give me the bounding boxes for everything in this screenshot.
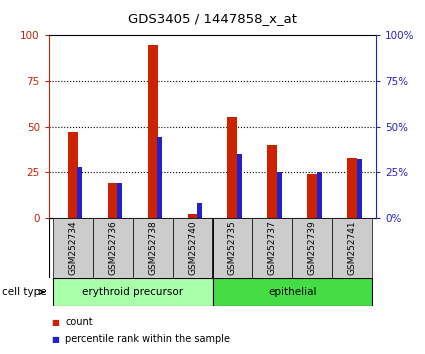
Bar <box>147 45 158 218</box>
Text: GSM252736: GSM252736 <box>108 221 117 275</box>
Bar <box>53 218 93 278</box>
Text: epithelial: epithelial <box>268 287 317 297</box>
Text: GDS3405 / 1447858_x_at: GDS3405 / 1447858_x_at <box>128 12 297 25</box>
Text: percentile rank within the sample: percentile rank within the sample <box>65 334 230 344</box>
Bar <box>277 172 282 218</box>
Text: cell type: cell type <box>2 287 47 297</box>
Bar <box>53 278 212 306</box>
Bar <box>267 145 278 218</box>
Text: GSM252734: GSM252734 <box>68 221 77 275</box>
Bar <box>187 214 198 218</box>
Bar <box>68 132 78 218</box>
Text: erythroid precursor: erythroid precursor <box>82 287 183 297</box>
Bar <box>212 218 252 278</box>
Bar <box>108 183 118 218</box>
Bar <box>357 159 362 218</box>
Bar <box>332 218 372 278</box>
Text: ■: ■ <box>51 318 59 327</box>
Text: GSM252737: GSM252737 <box>268 221 277 275</box>
Bar <box>292 218 332 278</box>
Text: ■: ■ <box>51 335 59 344</box>
Bar <box>173 218 212 278</box>
Text: GSM252738: GSM252738 <box>148 221 157 275</box>
Text: count: count <box>65 317 93 327</box>
Text: GSM252740: GSM252740 <box>188 221 197 275</box>
Bar <box>77 167 82 218</box>
Bar <box>347 158 357 218</box>
Bar <box>117 183 122 218</box>
Bar <box>133 218 173 278</box>
Bar <box>227 118 238 218</box>
Bar <box>93 218 133 278</box>
Bar <box>237 154 242 218</box>
Bar <box>212 278 372 306</box>
Bar <box>317 172 322 218</box>
Text: GSM252735: GSM252735 <box>228 221 237 275</box>
Bar <box>307 174 317 218</box>
Text: GSM252741: GSM252741 <box>348 221 357 275</box>
Bar <box>157 137 162 218</box>
Text: GSM252739: GSM252739 <box>308 221 317 275</box>
Bar <box>197 203 202 218</box>
Bar <box>252 218 292 278</box>
